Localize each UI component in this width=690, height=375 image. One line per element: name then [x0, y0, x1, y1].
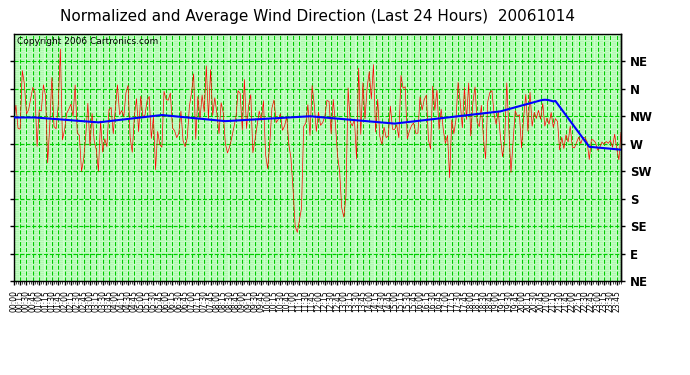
Text: Copyright 2006 Cartronics.com: Copyright 2006 Cartronics.com [17, 38, 158, 46]
Text: Normalized and Average Wind Direction (Last 24 Hours)  20061014: Normalized and Average Wind Direction (L… [60, 9, 575, 24]
